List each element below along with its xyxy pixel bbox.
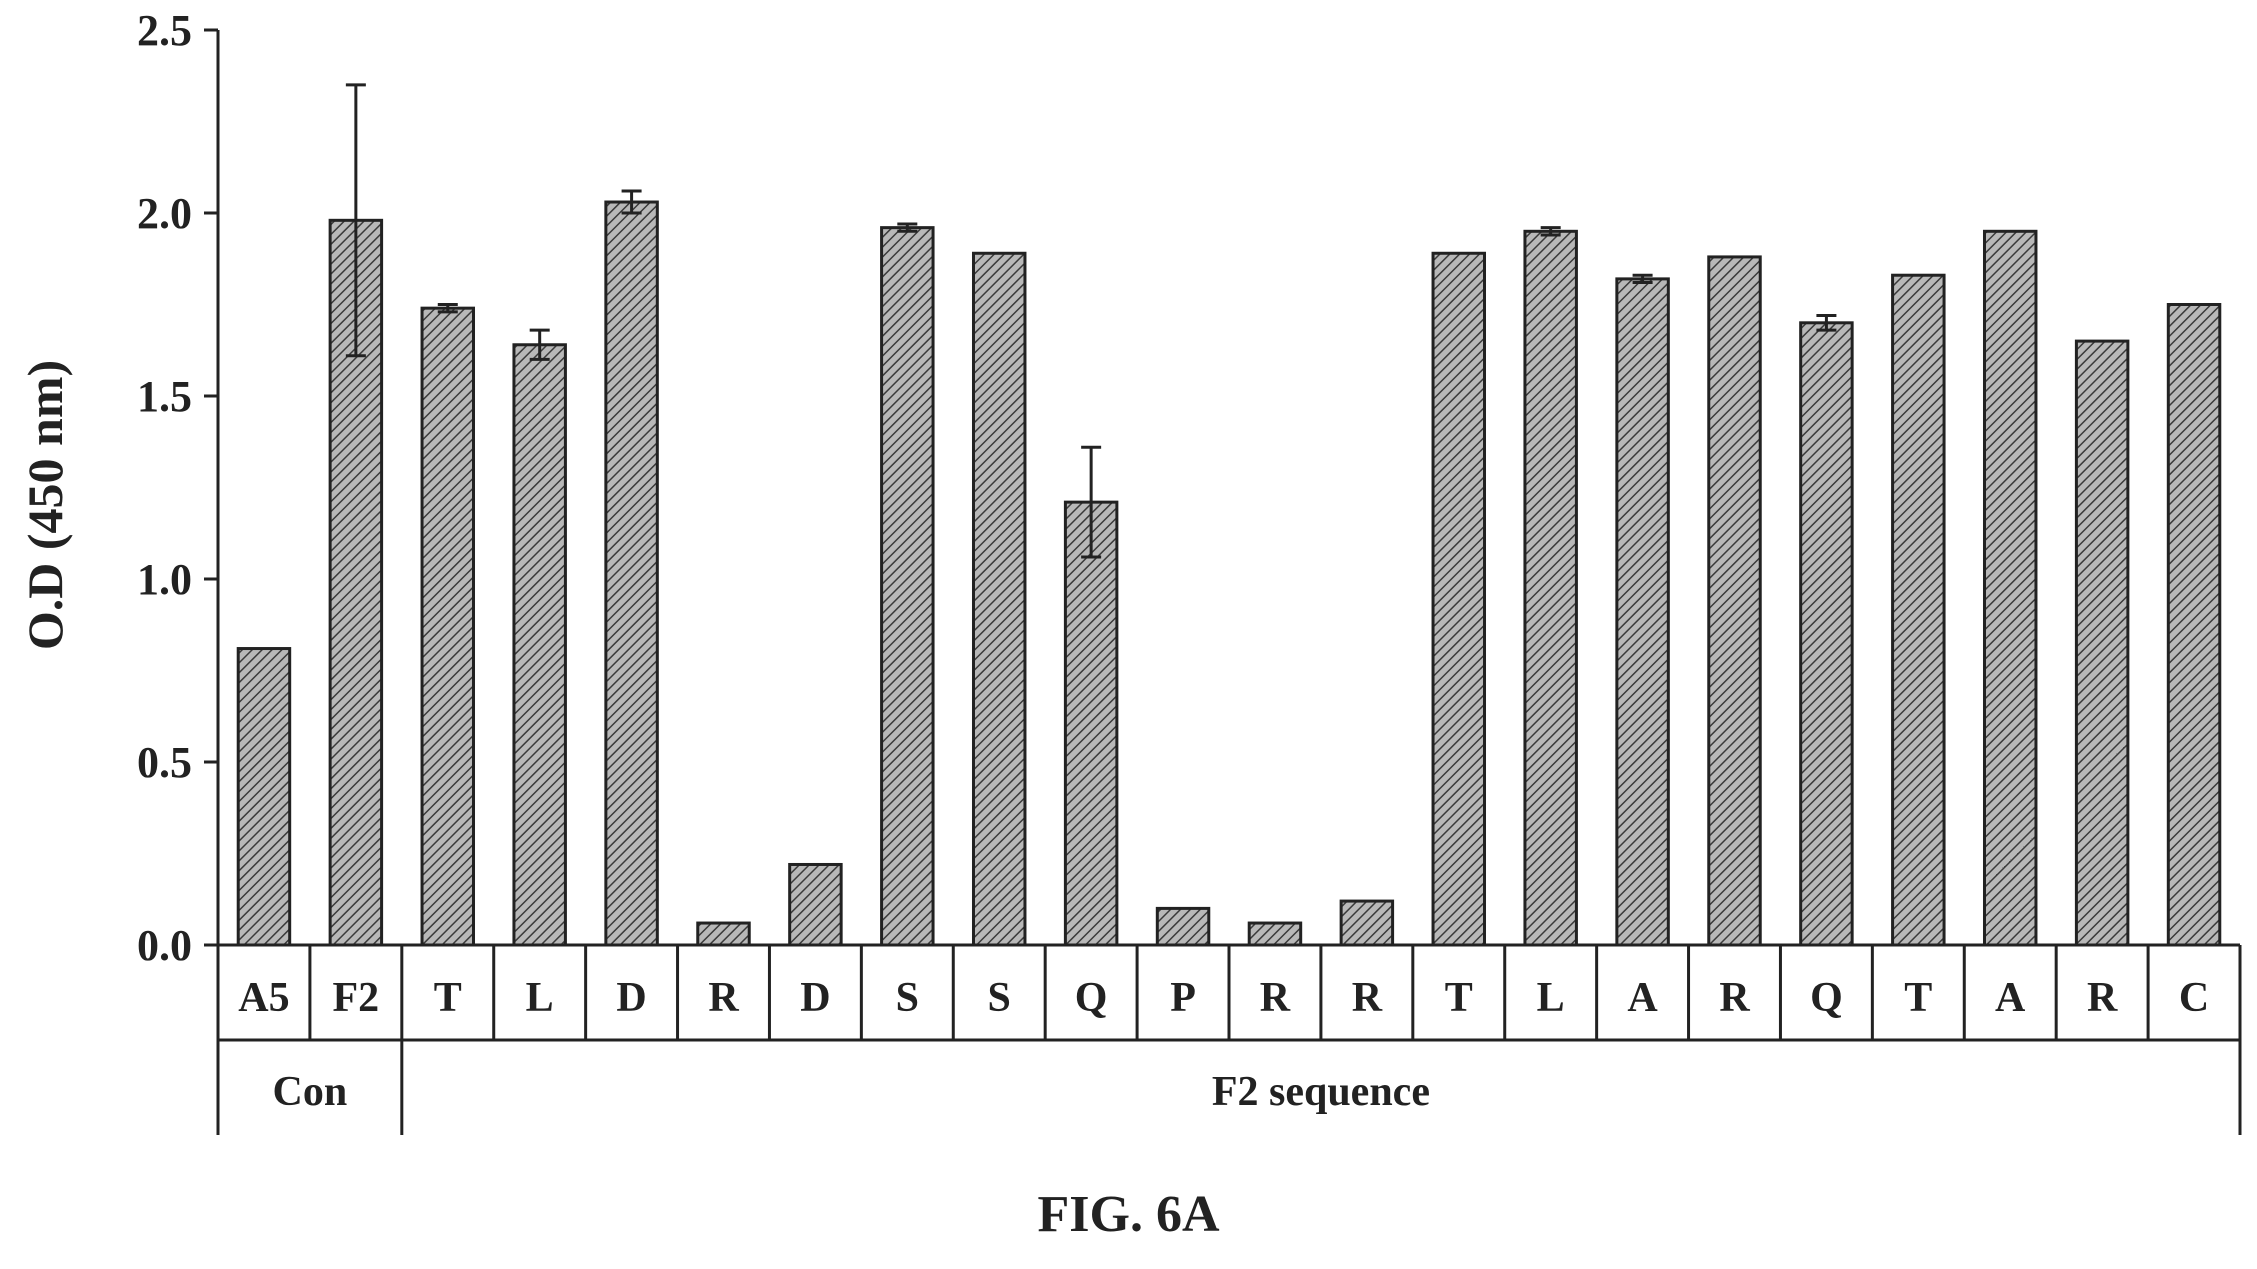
bar [1982, 229, 2038, 947]
category-label: R [1352, 975, 1383, 1021]
category-label: T [1904, 975, 1932, 1021]
category-label: F2 [333, 975, 380, 1021]
y-tick-label: 0.5 [137, 738, 192, 787]
bar [2166, 303, 2222, 947]
bar [236, 647, 292, 947]
y-tick-label: 2.5 [137, 6, 192, 55]
bar [1799, 321, 1854, 947]
y-tick-label: 1.0 [137, 555, 192, 604]
bar [1523, 229, 1578, 947]
category-label: L [526, 975, 554, 1021]
bar [1891, 273, 1946, 947]
bars [236, 200, 2222, 947]
bar [696, 921, 751, 947]
category-label: T [1445, 975, 1473, 1021]
category-label: L [1537, 975, 1565, 1021]
category-label: Q [1810, 975, 1843, 1021]
group-label: F2 sequence [1212, 1069, 1430, 1115]
category-label: D [800, 975, 830, 1021]
category-label: S [896, 975, 919, 1021]
category-label: Q [1075, 975, 1108, 1021]
bar [1339, 899, 1395, 947]
category-label: D [616, 975, 646, 1021]
bar [880, 226, 935, 947]
bar [1431, 251, 1487, 947]
figure-caption: FIG. 6A [1037, 1186, 1220, 1243]
y-axis-label: O.D (450 nm) [17, 360, 73, 650]
y-tick-label: 0.0 [137, 921, 192, 970]
bar [1155, 906, 1211, 947]
bar [1247, 921, 1303, 947]
category-label: C [2179, 975, 2209, 1021]
category-label: A [1995, 975, 2026, 1021]
bar [788, 862, 843, 947]
y-tick-label: 2.0 [137, 189, 192, 238]
bar [512, 343, 567, 947]
bar [420, 306, 476, 947]
category-label: P [1170, 975, 1196, 1021]
category-label: R [1260, 975, 1291, 1021]
labels: 0.0 0.5 1.0 1.5 2.0 2.5 A5 F2 T L D R D S S Q P R R T L A R Q T A… [137, 6, 2209, 1115]
bar [1615, 277, 1670, 947]
category-label: A5 [238, 975, 289, 1021]
bar [2074, 339, 2130, 947]
category-label: R [1719, 975, 1750, 1021]
category-label: T [434, 975, 462, 1021]
category-label: S [988, 975, 1011, 1021]
category-label: R [708, 975, 739, 1021]
bar [604, 200, 659, 947]
group-label: Con [273, 1069, 348, 1115]
category-label: A [1627, 975, 1658, 1021]
error-bars [345, 83, 1837, 559]
bar [1707, 255, 1762, 947]
bar [1063, 500, 1119, 947]
y-tick-label: 1.5 [137, 372, 192, 421]
bar [971, 251, 1027, 947]
category-label: R [2087, 975, 2118, 1021]
